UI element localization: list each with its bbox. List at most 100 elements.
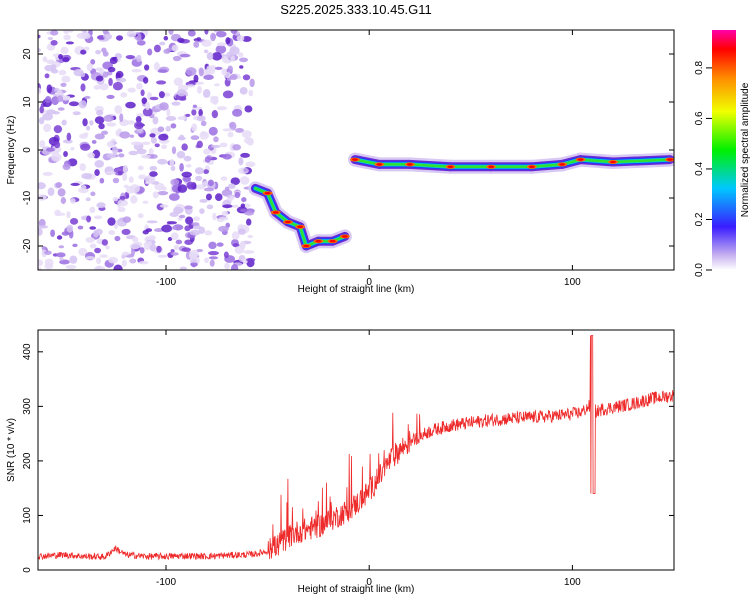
noise-speckle	[38, 194, 47, 201]
noise-speckle	[111, 146, 119, 155]
noise-speckle	[152, 191, 159, 199]
noise-speckle	[203, 187, 215, 192]
noise-speckle	[196, 248, 204, 253]
noise-speckle	[167, 236, 173, 242]
noise-speckle	[219, 142, 228, 148]
noise-speckle	[222, 204, 233, 209]
noise-speckle	[198, 226, 206, 234]
noise-speckle	[94, 160, 104, 168]
noise-speckle	[39, 105, 44, 114]
noise-speckle	[91, 140, 97, 144]
noise-speckle	[47, 187, 55, 196]
noise-speckle	[221, 68, 228, 76]
noise-speckle	[179, 214, 186, 219]
top-ytick-label: 10	[22, 96, 33, 108]
noise-speckle	[78, 247, 88, 256]
noise-speckle	[170, 123, 177, 129]
ridge-green	[611, 158, 672, 164]
noise-speckle	[136, 148, 147, 155]
noise-speckle	[229, 46, 240, 56]
noise-speckle	[149, 171, 158, 177]
snr-series-line	[38, 335, 674, 561]
noise-speckle	[107, 217, 116, 226]
noise-speckle	[99, 177, 105, 184]
noise-speckle	[207, 179, 214, 187]
noise-speckle	[106, 141, 114, 148]
noise-speckle	[141, 141, 151, 146]
noise-speckle	[171, 146, 177, 155]
noise-speckle	[205, 193, 212, 201]
colorbar-tick-label: 0.8	[694, 61, 705, 75]
ridge-peak-core	[297, 225, 304, 229]
noise-speckle	[185, 163, 192, 168]
noise-speckle	[243, 250, 255, 254]
noise-speckle	[66, 211, 71, 219]
noise-speckle	[117, 199, 129, 207]
noise-speckle	[136, 40, 146, 46]
noise-speckle	[126, 120, 135, 125]
top-xtick-label: 0	[366, 277, 372, 288]
noise-speckle	[157, 69, 168, 73]
noise-speckle	[218, 216, 229, 221]
noise-speckle	[89, 120, 94, 126]
noise-speckle	[38, 34, 41, 39]
noise-speckle	[80, 49, 87, 55]
noise-speckle	[206, 204, 214, 210]
noise-speckle	[203, 169, 209, 175]
noise-speckle	[171, 44, 179, 52]
noise-speckle	[68, 30, 74, 33]
noise-speckle	[222, 128, 233, 132]
noise-speckle	[194, 81, 205, 85]
noise-speckle	[57, 188, 66, 197]
noise-speckle	[211, 110, 219, 119]
noise-speckle	[114, 105, 123, 114]
noise-speckle	[90, 191, 96, 197]
noise-speckle	[78, 100, 87, 109]
noise-speckle	[192, 216, 201, 222]
noise-speckle	[211, 52, 222, 61]
noise-speckle	[222, 90, 234, 99]
noise-speckle	[98, 123, 105, 130]
noise-speckle	[214, 193, 223, 201]
noise-speckle	[200, 131, 206, 137]
noise-speckle	[60, 46, 69, 55]
bottom-ytick-label: 300	[22, 398, 33, 415]
noise-speckle	[106, 153, 116, 159]
colorbar-ticks: 0.0 0.2 0.4 0.6 0.8	[694, 61, 712, 277]
noise-speckle	[157, 158, 168, 165]
noise-speckle	[224, 262, 230, 270]
noise-speckle	[146, 220, 158, 224]
noise-speckle	[181, 247, 191, 252]
bottom-ytick-label: 0	[22, 567, 33, 573]
noise-speckle	[229, 121, 237, 131]
noise-speckle	[195, 175, 203, 181]
noise-speckle	[68, 101, 80, 107]
noise-speckle	[186, 84, 195, 88]
noise-speckle	[245, 161, 256, 168]
noise-speckle	[179, 163, 184, 172]
noise-speckle	[166, 108, 171, 117]
noise-speckle	[131, 236, 139, 243]
noise-speckle	[120, 92, 128, 98]
noise-speckle	[95, 49, 102, 55]
noise-speckle	[56, 89, 63, 97]
noise-speckle	[141, 97, 148, 104]
noise-speckle	[173, 77, 183, 86]
noise-speckle	[243, 167, 249, 172]
noise-speckle	[62, 57, 70, 63]
noise-speckle	[80, 83, 86, 92]
noise-speckle	[61, 75, 71, 83]
noise-speckle	[204, 257, 210, 264]
noise-speckle	[86, 125, 91, 131]
noise-speckle	[191, 109, 197, 116]
noise-speckle	[189, 256, 201, 265]
noise-speckle	[183, 155, 192, 162]
noise-speckle	[94, 133, 105, 140]
noise-speckle	[54, 141, 61, 149]
noise-speckle	[69, 217, 79, 225]
noise-speckle	[149, 133, 156, 138]
noise-speckle	[200, 120, 207, 127]
noise-speckle	[236, 35, 245, 42]
noise-speckle	[70, 146, 75, 151]
